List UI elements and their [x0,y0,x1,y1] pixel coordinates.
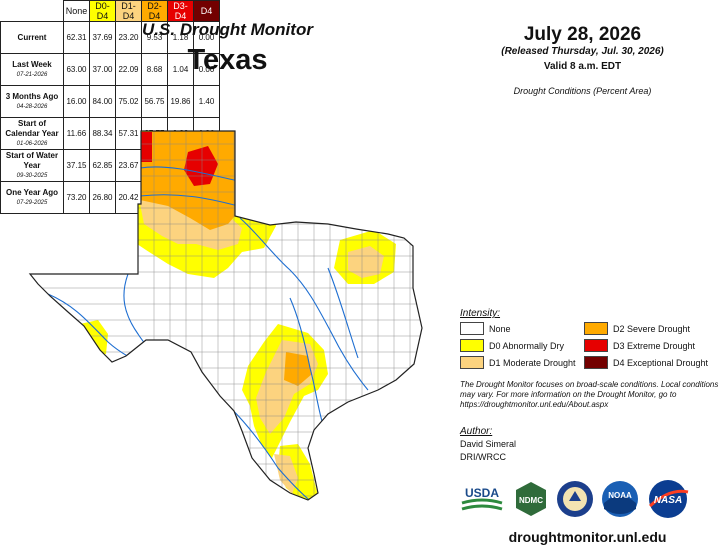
legend-swatch-d1 [460,356,484,369]
release-date: (Released Thursday, Jul. 30, 2026) [501,46,664,57]
col-header-d1: D1-D4 [115,0,142,22]
table-caption: Drought Conditions (Percent Area) [513,86,652,96]
row-label-text: 3 Months Ago [5,91,59,101]
legend-item-d3: D3 Extreme Drought [584,339,695,352]
table-cell: 62.85 [89,149,116,182]
d3-area-panhandle-west [141,132,152,162]
valid-time: Valid 8 a.m. EDT [543,61,622,72]
table-cell: 37.00 [89,53,116,86]
legend-item-none: None [460,322,511,335]
row-date: 09-30-2025 [16,172,48,179]
usda-logo: USDA [461,486,503,511]
ndmc-logo: NDMC [516,482,546,516]
table-row: Last Week 07-21-2026 63.00 37.00 22.09 8.68 1.… [0,53,220,86]
table-row: 3 Months Ago 04-28-2026 16.00 84.00 75.02 56.… [0,85,220,118]
author-title: Author: [460,426,493,437]
info-note: The Drought Monitor focuses on broad-sca… [460,380,719,409]
intensity-title: Intensity: [460,308,501,319]
row-label: Start of Water Year 09-30-2025 [0,149,64,182]
col-header-d3: D3-D4 [167,0,194,22]
table-cell: 57.31 [115,117,142,150]
svg-text:NDMC: NDMC [519,496,543,505]
table-cell: 19.86 [167,85,194,118]
row-label-text: Current [17,32,47,42]
row-label-text: One Year Ago [5,187,59,197]
col-header-d2: D2-D4 [141,0,168,22]
row-date: 04-28-2026 [16,103,48,110]
legend-swatch-none [460,322,484,335]
noaa-logo: NOAA [602,481,638,517]
row-label: Current [0,21,64,54]
nasa-logo: NASA [648,480,689,518]
doc-seal-logo [557,481,593,517]
row-date: 07-21-2026 [16,71,48,78]
row-label-text: Last Week [12,59,52,69]
row-label: 3 Months Ago 04-28-2026 [0,85,64,118]
legend-item-d0: D0 Abnormally Dry [460,339,564,352]
legend-swatch-d0 [460,339,484,352]
website-url[interactable]: droughtmonitor.unl.edu [508,529,667,545]
legend-item-d4: D4 Exceptional Drought [584,356,708,369]
table-cell: 1.18 [167,21,194,54]
table-cell: 1.40 [193,85,220,118]
author-org: DRI/WRCC [460,452,506,462]
table-cell: 63.00 [63,53,90,86]
row-date: 01-06-2026 [16,140,48,147]
col-header-d0: D0-D4 [89,0,116,22]
legend-swatch-d4 [584,356,608,369]
table-cell: 0.00 [193,53,220,86]
table-cell: 23.67 [115,149,142,182]
header-spacer [0,0,64,22]
svg-text:NOAA: NOAA [608,491,632,500]
table-cell: 62.31 [63,21,90,54]
d0-area-west [80,320,108,354]
legend-item-d2: D2 Severe Drought [584,322,690,335]
d1-area-east [348,246,384,278]
row-label: Last Week 07-21-2026 [0,53,64,86]
brand-title: U.S. Drought Monitor [142,20,313,39]
map-date: July 28, 2026 [523,24,642,45]
author-name: David Simeral [460,439,517,449]
d0-area-south-plains [172,244,218,274]
table-cell: 73.20 [63,181,90,214]
col-header-none: None [63,0,90,22]
table-cell: 16.00 [63,85,90,118]
drought-stats-table: None D0-D4 D1-D4 D2-D4 D3-D4 D4 Current 6… [0,0,220,214]
d2-area-panhandle [140,131,240,230]
legend-swatch-d3 [584,339,608,352]
texas-drought-map [29,130,423,501]
row-label: One Year Ago 07-29-2025 [0,181,64,214]
table-cell: 37.15 [63,149,90,182]
state-title: Texas [187,44,268,76]
table-cell: 84.00 [89,85,116,118]
table-cell: 37.69 [89,21,116,54]
legend-item-d1: D1 Moderate Drought [460,356,576,369]
row-label-text: Start of Water Year [5,150,59,170]
table-cell: 88.34 [89,117,116,150]
table-cell: 75.02 [115,85,142,118]
row-label-text: Start of Calendar Year [5,118,59,138]
table-header-row: None D0-D4 D1-D4 D2-D4 D3-D4 D4 [0,0,220,22]
row-date: 07-29-2025 [16,199,48,206]
table-cell: 11.66 [63,117,90,150]
table-cell: 22.09 [115,53,142,86]
legend-swatch-d2 [584,322,608,335]
table-cell: 56.75 [141,85,168,118]
col-header-d4: D4 [193,0,220,22]
county-lines [30,131,422,500]
svg-text:USDA: USDA [465,486,499,500]
svg-text:NASA: NASA [654,495,682,506]
